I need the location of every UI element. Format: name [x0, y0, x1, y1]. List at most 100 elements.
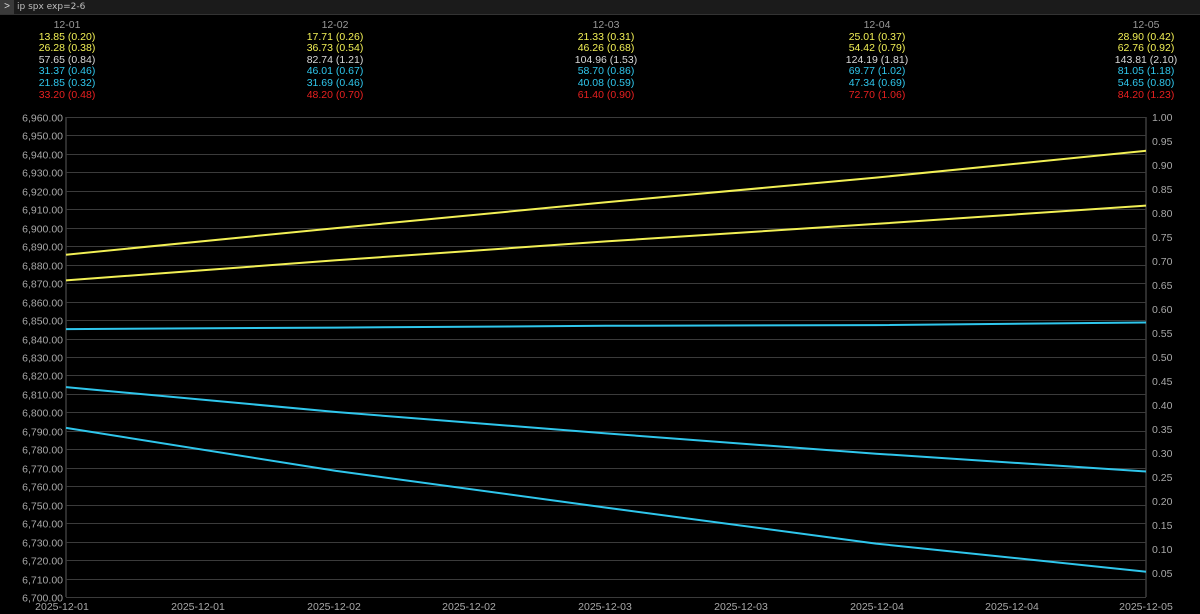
header-value: 48.20 (0.70) — [306, 88, 364, 101]
y-tick-label-left: 6,800.00 — [22, 408, 63, 420]
y-tick-label-right: 0.60 — [1152, 304, 1173, 316]
y-tick-label-right: 0.45 — [1152, 376, 1173, 388]
header-value: 17.71 (0.26) — [306, 30, 364, 43]
header-value: 54.42 (0.79) — [848, 42, 906, 55]
header-value: 31.69 (0.46) — [306, 76, 364, 89]
y-tick-label-left: 6,890.00 — [22, 242, 63, 254]
y-tick-label-right: 0.70 — [1152, 256, 1173, 268]
header-date: 12-01 — [53, 19, 81, 31]
header-column-12-02: 12-02 17.71 (0.26) 36.73 (0.54) 82.74 (1.21… — [270, 19, 400, 101]
header-column-12-04: 12-04 25.01 (0.37) 54.42 (0.79) 124.19 (1.8… — [812, 19, 942, 101]
series-line-3 — [65, 321, 1147, 331]
y-tick-label-left: 6,860.00 — [22, 298, 63, 310]
header-column-12-05: 12-05 28.90 (0.42) 62.76 (0.92) 143.81 (2.1… — [1081, 19, 1200, 101]
y-tick-label-left: 6,930.00 — [22, 168, 63, 180]
y-tick-label-left: 6,700.00 — [22, 593, 63, 605]
header-date: 12-03 — [592, 19, 620, 31]
y-tick-label-right: 1.00 — [1152, 112, 1173, 124]
y-tick-label-left: 6,820.00 — [22, 371, 63, 383]
y-tick-label-left: 6,840.00 — [22, 335, 63, 347]
header-value: 28.90 (0.42) — [1117, 30, 1175, 43]
y-tick-label-right: 0.20 — [1152, 496, 1173, 508]
y-tick-label-right: 0.10 — [1152, 544, 1173, 556]
header-value: 124.19 (1.81) — [845, 53, 909, 66]
x-tick-label: 2025-12-01 — [35, 601, 89, 613]
header-value: 47.34 (0.69) — [848, 76, 906, 89]
y-tick-label-left: 6,720.00 — [22, 556, 63, 568]
y-tick-label-right: 0.25 — [1152, 472, 1173, 484]
header-value: 58.70 (0.86) — [577, 65, 635, 78]
y-tick-label-right: 0.50 — [1152, 352, 1173, 364]
header-value: 13.85 (0.20) — [38, 30, 96, 43]
header-value: 69.77 (1.02) — [848, 65, 906, 78]
y-tick-label-left: 6,790.00 — [22, 427, 63, 439]
header-value: 21.85 (0.32) — [38, 76, 96, 89]
y-tick-label-right: 0.35 — [1152, 424, 1173, 436]
y-tick-label-left: 6,780.00 — [22, 445, 63, 457]
x-tick-label: 2025-12-03 — [578, 601, 632, 613]
y-tick-label-left: 6,910.00 — [22, 205, 63, 217]
y-tick-label-right: 0.65 — [1152, 280, 1173, 292]
y-tick-label-right: 0.75 — [1152, 232, 1173, 244]
header-value: 143.81 (2.10) — [1114, 53, 1178, 66]
header-value: 61.40 (0.90) — [577, 88, 635, 101]
header-value: 21.33 (0.31) — [577, 30, 635, 43]
header-date: 12-04 — [863, 19, 891, 31]
header-value: 36.73 (0.54) — [306, 42, 364, 55]
header-value: 84.20 (1.23) — [1117, 88, 1175, 101]
y-tick-label-right: 0.15 — [1152, 520, 1173, 532]
y-tick-label-right: 0.55 — [1152, 328, 1173, 340]
x-tick-label: 2025-12-04 — [850, 601, 904, 613]
y-tick-label-left: 6,750.00 — [22, 501, 63, 513]
header-value: 82.74 (1.21) — [306, 53, 364, 66]
header-value: 46.01 (0.67) — [306, 65, 364, 78]
header-value: 72.70 (1.06) — [848, 88, 906, 101]
header-value: 46.26 (0.68) — [577, 42, 635, 55]
header-value: 57.65 (0.84) — [38, 53, 96, 66]
x-tick-label: 2025-12-01 — [171, 601, 225, 613]
header-value: 33.20 (0.48) — [38, 88, 96, 101]
x-tick-label: 2025-12-04 — [985, 601, 1039, 613]
y-tick-label-left: 6,770.00 — [22, 464, 63, 476]
y-tick-label-right: 0.80 — [1152, 208, 1173, 220]
y-tick-label-left: 6,870.00 — [22, 279, 63, 291]
series-line-5 — [65, 426, 1147, 573]
x-tick-label: 2025-12-05 — [1119, 601, 1173, 613]
header-value: 31.37 (0.46) — [38, 65, 96, 78]
series-line-1 — [65, 149, 1147, 256]
expand-button[interactable]: > — [0, 0, 14, 14]
header-value: 26.28 (0.38) — [38, 42, 96, 55]
y-tick-label-left: 6,900.00 — [22, 224, 63, 236]
header-value: 104.96 (1.53) — [574, 53, 638, 66]
y-tick-label-left: 6,940.00 — [22, 150, 63, 162]
y-tick-label-left: 6,850.00 — [22, 316, 63, 328]
y-tick-label-left: 6,830.00 — [22, 353, 63, 365]
x-tick-label: 2025-12-02 — [442, 601, 496, 613]
y-tick-label-left: 6,710.00 — [22, 575, 63, 587]
header-column-12-01: 12-01 13.85 (0.20) 26.28 (0.38) 57.65 (0.84… — [2, 19, 132, 101]
y-tick-label-right: 0.05 — [1152, 568, 1173, 580]
header-value: 40.08 (0.59) — [577, 76, 635, 89]
y-tick-label-left: 6,740.00 — [22, 519, 63, 531]
y-tick-label-right: 0.90 — [1152, 160, 1173, 172]
y-tick-label-left: 6,730.00 — [22, 538, 63, 550]
y-tick-label-right: 0.40 — [1152, 400, 1173, 412]
series-line-4 — [65, 386, 1147, 473]
header-value: 62.76 (0.92) — [1117, 42, 1175, 55]
y-tick-label-left: 6,920.00 — [22, 187, 63, 199]
y-tick-label-right: 0.95 — [1152, 136, 1173, 148]
header-date: 12-05 — [1132, 19, 1160, 31]
y-tick-label-left: 6,810.00 — [22, 390, 63, 402]
y-tick-label-right: 0.30 — [1152, 448, 1173, 460]
series-line-2 — [65, 204, 1147, 282]
header-value: 25.01 (0.37) — [848, 30, 906, 43]
window-title: ip spx exp=2-6 — [17, 2, 86, 12]
header-column-12-03: 12-03 21.33 (0.31) 46.26 (0.68) 104.96 (1.5… — [541, 19, 671, 101]
header-date: 12-02 — [321, 19, 349, 31]
header-value: 54.65 (0.80) — [1117, 76, 1175, 89]
y-tick-label-left: 6,960.00 — [22, 113, 63, 125]
y-tick-label-left: 6,760.00 — [22, 482, 63, 494]
y-tick-label-right: 0.85 — [1152, 184, 1173, 196]
x-tick-label: 2025-12-02 — [307, 601, 361, 613]
